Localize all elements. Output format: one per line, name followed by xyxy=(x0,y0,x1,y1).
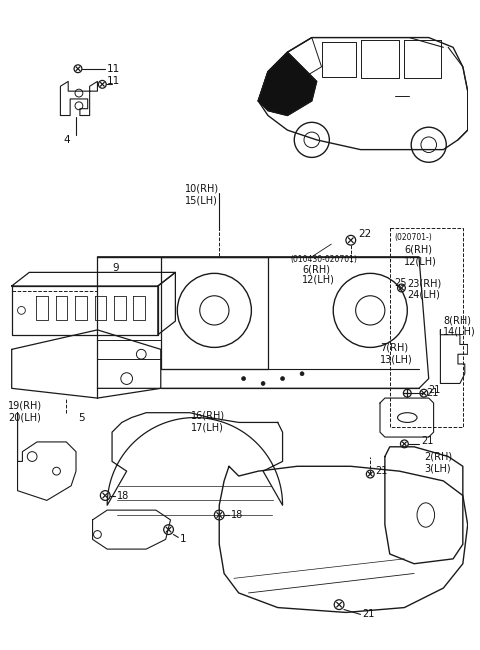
Text: 13(LH): 13(LH) xyxy=(380,354,413,364)
Text: 22: 22 xyxy=(359,229,372,239)
Text: 17(LH): 17(LH) xyxy=(191,422,224,432)
Text: 15(LH): 15(LH) xyxy=(185,195,218,205)
Text: 6(RH): 6(RH) xyxy=(404,245,432,255)
Text: 23(RH): 23(RH) xyxy=(408,278,442,288)
Text: (010430-020701): (010430-020701) xyxy=(290,255,357,264)
Polygon shape xyxy=(258,52,317,116)
Text: 3(LH): 3(LH) xyxy=(424,463,450,473)
Text: 6(RH): 6(RH) xyxy=(302,265,330,274)
Text: 14(LH): 14(LH) xyxy=(444,327,476,337)
Circle shape xyxy=(241,376,246,380)
Text: 21: 21 xyxy=(421,436,433,446)
Text: 10(RH): 10(RH) xyxy=(185,183,219,194)
Circle shape xyxy=(300,372,304,376)
Text: 20(LH): 20(LH) xyxy=(8,413,41,422)
Text: 21: 21 xyxy=(429,385,441,395)
Text: 4: 4 xyxy=(63,135,70,145)
Text: 16(RH): 16(RH) xyxy=(191,411,225,421)
Text: 2(RH): 2(RH) xyxy=(424,452,452,461)
Text: 18: 18 xyxy=(117,491,129,500)
Text: 24(LH): 24(LH) xyxy=(408,290,440,300)
Text: 12(LH): 12(LH) xyxy=(302,274,335,284)
Circle shape xyxy=(281,376,285,380)
Text: 7(RH): 7(RH) xyxy=(380,343,408,352)
Text: 12(LH): 12(LH) xyxy=(404,257,437,266)
Text: 1: 1 xyxy=(180,534,187,544)
Text: 19(RH): 19(RH) xyxy=(8,401,42,411)
Text: 11: 11 xyxy=(107,64,120,73)
Text: 25: 25 xyxy=(395,278,407,288)
Text: 5: 5 xyxy=(78,413,84,422)
Text: 21: 21 xyxy=(426,388,438,398)
Text: 8(RH): 8(RH) xyxy=(444,315,471,325)
Text: 21: 21 xyxy=(375,466,387,476)
Text: 9: 9 xyxy=(112,263,119,274)
Text: (020701-): (020701-) xyxy=(395,233,432,242)
Text: 21: 21 xyxy=(362,610,375,619)
Text: 18: 18 xyxy=(231,510,243,520)
Text: 11: 11 xyxy=(107,77,120,86)
Circle shape xyxy=(261,382,265,385)
